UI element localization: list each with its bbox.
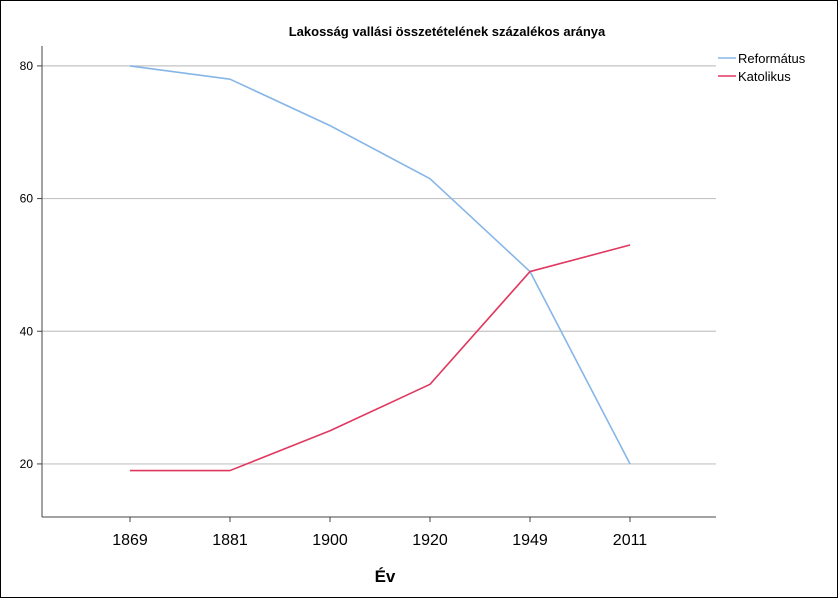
x-tick-label: 1920 bbox=[412, 532, 448, 549]
y-tick-label: 80 bbox=[20, 59, 34, 73]
axes bbox=[41, 46, 716, 518]
chart-title: Lakosság vallási összetételének százalék… bbox=[289, 24, 606, 39]
x-tick-label: 1869 bbox=[112, 532, 148, 549]
y-tick-label: 60 bbox=[20, 192, 34, 206]
legend: Református Katolikus bbox=[718, 51, 806, 84]
x-tick-label: 2011 bbox=[613, 532, 648, 549]
series-line-1 bbox=[129, 65, 631, 465]
y-tick-label: 40 bbox=[20, 324, 34, 338]
series-line-2 bbox=[130, 244, 631, 472]
series-lines bbox=[129, 65, 631, 472]
x-tick-label: 1900 bbox=[312, 532, 348, 549]
legend-label-1: Református bbox=[738, 51, 806, 66]
x-tick-label: 1881 bbox=[212, 532, 248, 549]
legend-label-2: Katolikus bbox=[738, 69, 791, 84]
y-axis-ticks: 20 40 60 80 bbox=[20, 59, 42, 471]
x-axis-label: Év bbox=[375, 567, 396, 586]
x-tick-label: 1949 bbox=[512, 532, 548, 549]
gridlines bbox=[42, 65, 716, 465]
x-axis-ticks: 1869 1881 1900 1920 1949 2011 bbox=[112, 517, 647, 549]
y-tick-label: 20 bbox=[20, 457, 34, 471]
